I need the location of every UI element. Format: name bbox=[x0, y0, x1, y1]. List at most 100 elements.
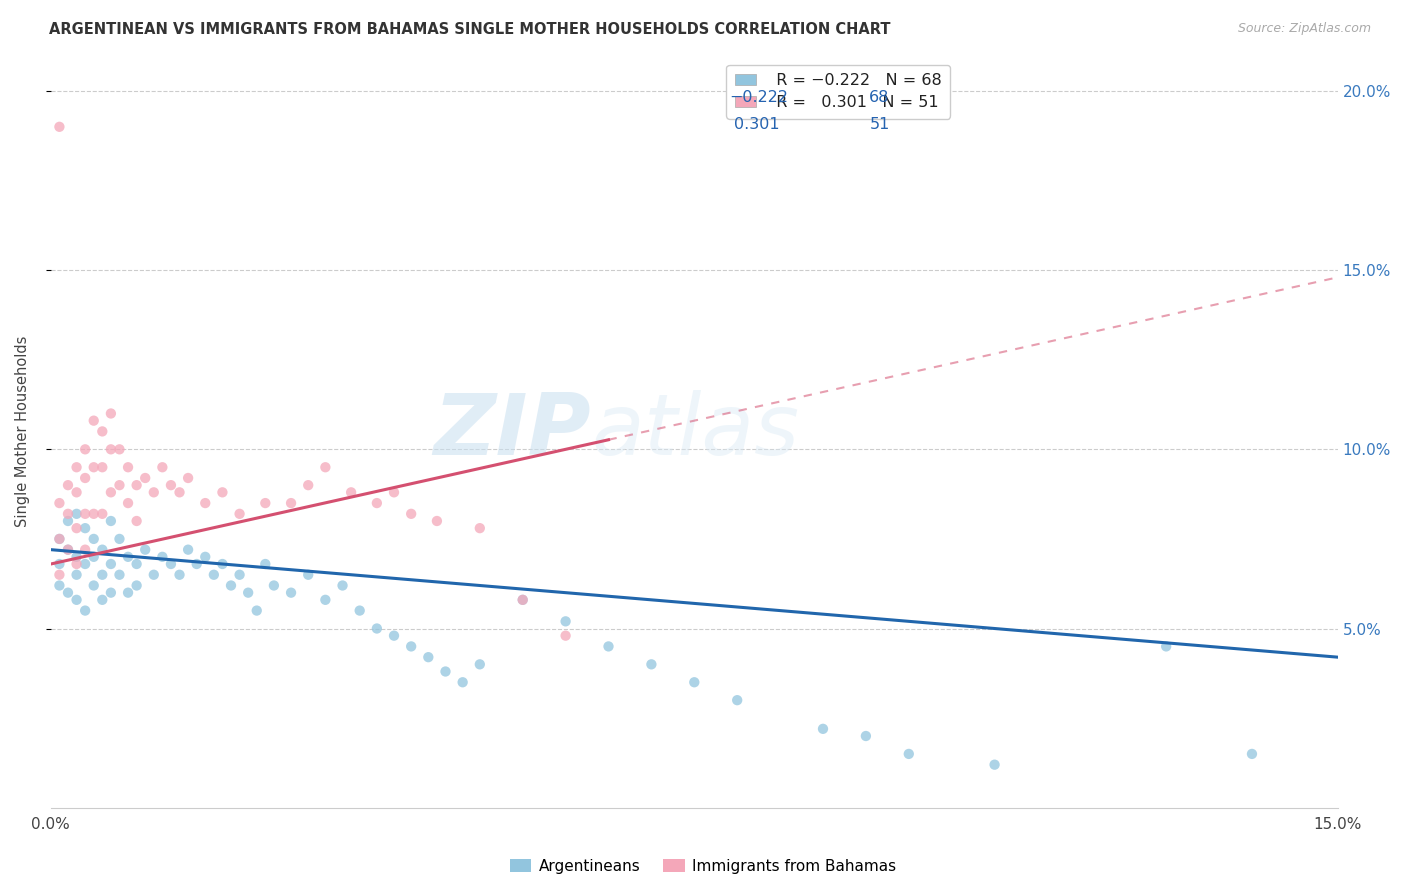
Point bbox=[219, 578, 242, 592]
Point bbox=[468, 521, 491, 535]
Text: Source: ZipAtlas.com: Source: ZipAtlas.com bbox=[1237, 22, 1371, 36]
Point bbox=[683, 675, 706, 690]
Point bbox=[332, 578, 354, 592]
Point bbox=[554, 629, 576, 643]
Point bbox=[117, 496, 139, 510]
Point bbox=[134, 542, 156, 557]
Point bbox=[56, 542, 79, 557]
Point bbox=[91, 460, 114, 475]
Text: ZIP: ZIP bbox=[433, 390, 592, 473]
Point bbox=[150, 549, 173, 564]
Legend: Argentineans, Immigrants from Bahamas: Argentineans, Immigrants from Bahamas bbox=[503, 853, 903, 880]
Point bbox=[83, 460, 105, 475]
Point bbox=[238, 585, 260, 599]
Point bbox=[75, 557, 97, 571]
Point bbox=[56, 507, 79, 521]
Point bbox=[65, 521, 87, 535]
Point bbox=[108, 567, 131, 582]
Point bbox=[91, 542, 114, 557]
Point bbox=[75, 442, 97, 457]
Point bbox=[228, 507, 250, 521]
Point bbox=[160, 557, 183, 571]
Point bbox=[91, 567, 114, 582]
Text: ARGENTINEAN VS IMMIGRANTS FROM BAHAMAS SINGLE MOTHER HOUSEHOLDS CORRELATION CHAR: ARGENTINEAN VS IMMIGRANTS FROM BAHAMAS S… bbox=[49, 22, 891, 37]
Point bbox=[48, 120, 70, 134]
Point bbox=[65, 507, 87, 521]
Point bbox=[177, 471, 200, 485]
Point bbox=[142, 567, 165, 582]
Point bbox=[75, 604, 97, 618]
Point bbox=[65, 567, 87, 582]
Point bbox=[48, 557, 70, 571]
Point bbox=[349, 604, 371, 618]
Point bbox=[91, 592, 114, 607]
Point bbox=[418, 650, 440, 665]
Point bbox=[554, 615, 576, 629]
Point bbox=[451, 675, 474, 690]
Point bbox=[468, 657, 491, 672]
Point bbox=[855, 729, 877, 743]
Point bbox=[48, 532, 70, 546]
Point bbox=[512, 592, 534, 607]
Point bbox=[280, 585, 302, 599]
Point bbox=[211, 557, 233, 571]
Point bbox=[150, 460, 173, 475]
Point bbox=[598, 640, 620, 654]
Point bbox=[725, 693, 748, 707]
Point bbox=[56, 542, 79, 557]
Point bbox=[100, 442, 122, 457]
Point bbox=[983, 757, 1005, 772]
Point bbox=[83, 549, 105, 564]
Text: atlas: atlas bbox=[592, 390, 800, 473]
Point bbox=[512, 592, 534, 607]
Point bbox=[83, 414, 105, 428]
Point bbox=[65, 485, 87, 500]
Point bbox=[280, 496, 302, 510]
Point bbox=[75, 507, 97, 521]
Y-axis label: Single Mother Households: Single Mother Households bbox=[15, 335, 30, 527]
Point bbox=[254, 557, 277, 571]
Point bbox=[134, 471, 156, 485]
Point bbox=[382, 629, 405, 643]
Point bbox=[125, 557, 148, 571]
Point bbox=[100, 557, 122, 571]
Point bbox=[125, 514, 148, 528]
Point bbox=[100, 407, 122, 421]
Point bbox=[194, 549, 217, 564]
Point bbox=[640, 657, 662, 672]
Point bbox=[91, 425, 114, 439]
Point bbox=[314, 592, 336, 607]
Point bbox=[169, 567, 191, 582]
Point bbox=[382, 485, 405, 500]
Point bbox=[194, 496, 217, 510]
Point bbox=[434, 665, 457, 679]
Point bbox=[75, 471, 97, 485]
Text: 0.301: 0.301 bbox=[734, 117, 780, 132]
Point bbox=[169, 485, 191, 500]
Point bbox=[65, 557, 87, 571]
Point bbox=[108, 478, 131, 492]
Point bbox=[254, 496, 277, 510]
Point bbox=[202, 567, 225, 582]
Point bbox=[91, 507, 114, 521]
Point bbox=[1240, 747, 1263, 761]
Point bbox=[125, 478, 148, 492]
Point bbox=[65, 592, 87, 607]
Point bbox=[83, 507, 105, 521]
Point bbox=[142, 485, 165, 500]
Point bbox=[100, 585, 122, 599]
Point bbox=[186, 557, 208, 571]
Point bbox=[65, 460, 87, 475]
Point bbox=[100, 485, 122, 500]
Point bbox=[83, 578, 105, 592]
Point bbox=[75, 521, 97, 535]
Point bbox=[108, 442, 131, 457]
Point bbox=[211, 485, 233, 500]
Point bbox=[65, 549, 87, 564]
Legend:   R = −0.222   N = 68,   R =   0.301   N = 51: R = −0.222 N = 68, R = 0.301 N = 51 bbox=[727, 64, 950, 119]
Point bbox=[297, 567, 319, 582]
Point bbox=[48, 578, 70, 592]
Point bbox=[366, 496, 388, 510]
Point bbox=[48, 532, 70, 546]
Point bbox=[117, 585, 139, 599]
